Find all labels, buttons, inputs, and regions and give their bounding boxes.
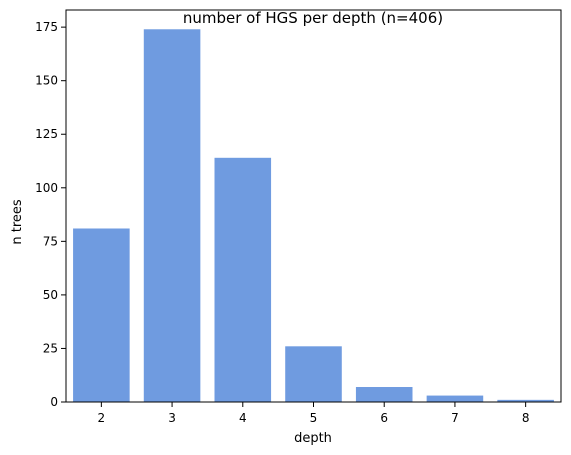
x-tick-label: 8 bbox=[522, 411, 530, 425]
y-tick-label: 100 bbox=[35, 181, 58, 195]
bar-depth-4 bbox=[214, 157, 272, 402]
bar-depth-8 bbox=[497, 399, 554, 402]
chart-title: number of HGS per depth (n=406) bbox=[183, 9, 443, 27]
y-axis-label: n trees bbox=[10, 199, 25, 245]
x-tick-label: 3 bbox=[168, 411, 176, 425]
y-tick-label: 25 bbox=[43, 341, 58, 355]
y-tick-label: 0 bbox=[50, 395, 58, 409]
bar-depth-3 bbox=[143, 29, 201, 403]
y-tick-label: 175 bbox=[35, 20, 58, 34]
x-tick-label: 4 bbox=[239, 411, 247, 425]
bars-group bbox=[73, 29, 554, 403]
y-tick-label: 75 bbox=[43, 234, 58, 248]
x-tick-label: 6 bbox=[380, 411, 388, 425]
y-tick-label: 125 bbox=[35, 127, 58, 141]
x-tick-label: 2 bbox=[98, 411, 106, 425]
y-tick-label: 50 bbox=[43, 288, 58, 302]
y-tick-label: 150 bbox=[35, 74, 58, 88]
bar-depth-2 bbox=[73, 228, 130, 402]
bar-depth-6 bbox=[355, 387, 413, 402]
plot-frame bbox=[65, 9, 562, 403]
x-tick-label: 7 bbox=[451, 411, 459, 425]
x-ticks-group: 2 3 4 5 6 7 8 bbox=[98, 402, 530, 425]
x-axis-label: depth bbox=[294, 431, 332, 446]
bar-depth-5 bbox=[285, 346, 342, 402]
x-tick-label: 5 bbox=[310, 411, 318, 425]
y-ticks-group: 0 25 50 75 100 125 150 175 bbox=[35, 20, 66, 409]
bar-depth-7 bbox=[426, 395, 484, 402]
